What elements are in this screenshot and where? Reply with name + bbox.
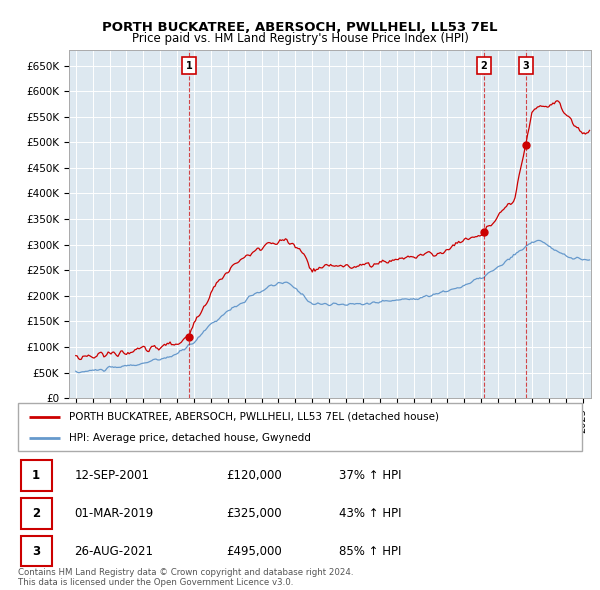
Text: 2: 2 <box>481 61 487 71</box>
Text: £495,000: £495,000 <box>227 545 283 558</box>
Text: 12-SEP-2001: 12-SEP-2001 <box>74 469 149 482</box>
Text: PORTH BUCKATREE, ABERSOCH, PWLLHELI, LL53 7EL (detached house): PORTH BUCKATREE, ABERSOCH, PWLLHELI, LL5… <box>69 411 439 421</box>
Text: 26-AUG-2021: 26-AUG-2021 <box>74 545 154 558</box>
Text: £325,000: £325,000 <box>227 507 283 520</box>
Text: Price paid vs. HM Land Registry's House Price Index (HPI): Price paid vs. HM Land Registry's House … <box>131 32 469 45</box>
Text: £120,000: £120,000 <box>227 469 283 482</box>
Text: 1: 1 <box>32 469 40 482</box>
Text: 1: 1 <box>186 61 193 71</box>
Text: HPI: Average price, detached house, Gwynedd: HPI: Average price, detached house, Gwyn… <box>69 433 311 443</box>
FancyBboxPatch shape <box>18 403 582 451</box>
FancyBboxPatch shape <box>21 498 52 529</box>
Text: Contains HM Land Registry data © Crown copyright and database right 2024.
This d: Contains HM Land Registry data © Crown c… <box>18 568 353 587</box>
Text: PORTH BUCKATREE, ABERSOCH, PWLLHELI, LL53 7EL: PORTH BUCKATREE, ABERSOCH, PWLLHELI, LL5… <box>102 21 498 34</box>
Text: 3: 3 <box>32 545 40 558</box>
Text: 37% ↑ HPI: 37% ↑ HPI <box>340 469 402 482</box>
Text: 2: 2 <box>32 507 40 520</box>
Text: 01-MAR-2019: 01-MAR-2019 <box>74 507 154 520</box>
Text: 43% ↑ HPI: 43% ↑ HPI <box>340 507 402 520</box>
FancyBboxPatch shape <box>21 536 52 566</box>
Text: 85% ↑ HPI: 85% ↑ HPI <box>340 545 402 558</box>
Text: 3: 3 <box>523 61 529 71</box>
FancyBboxPatch shape <box>21 460 52 491</box>
